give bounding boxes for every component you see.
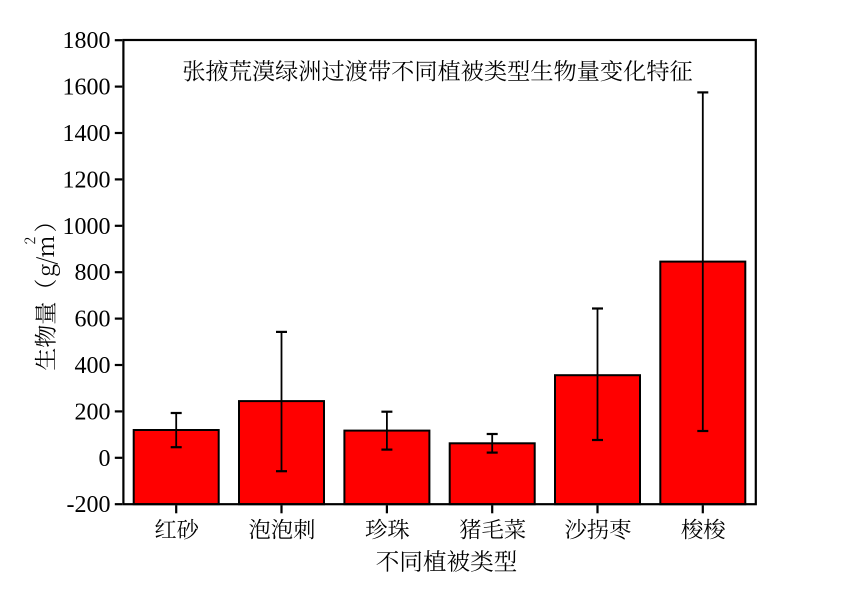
svg-text:1400: 1400 [63,121,111,147]
svg-text:200: 200 [75,399,111,425]
svg-text:1800: 1800 [63,28,111,54]
svg-text:1200: 1200 [63,167,111,193]
svg-text:1000: 1000 [63,214,111,240]
svg-text:600: 600 [75,307,111,333]
svg-text:800: 800 [75,260,111,286]
svg-text:400: 400 [75,353,111,379]
svg-text:-200: -200 [67,492,111,518]
svg-text:1600: 1600 [63,75,111,101]
svg-text:0: 0 [99,446,111,472]
